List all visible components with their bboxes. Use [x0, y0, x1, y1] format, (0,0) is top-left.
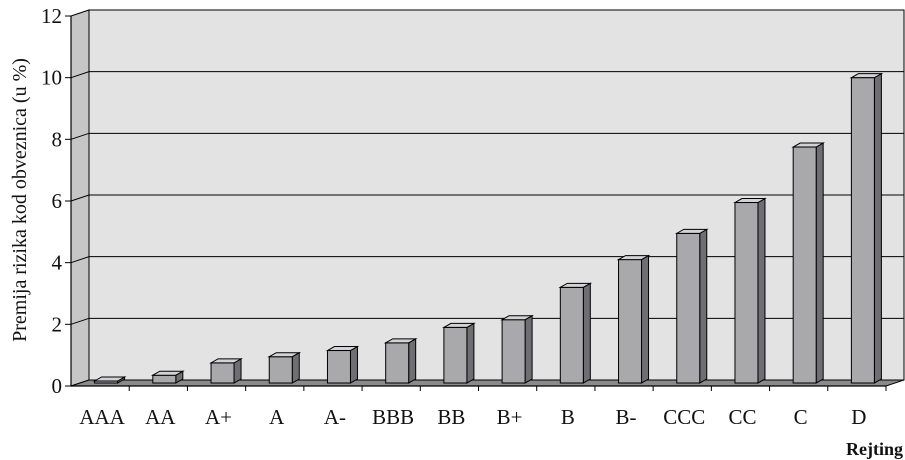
x-tick-label: CCC — [663, 405, 705, 429]
bar-side — [582, 282, 591, 384]
plot-walls — [70, 9, 905, 387]
bar-front — [326, 350, 351, 384]
bar-top — [674, 228, 709, 234]
bar-front — [618, 259, 643, 384]
y-tick-label: 6 — [52, 189, 63, 213]
x-tick-label: B+ — [497, 405, 523, 429]
bar-side — [699, 228, 708, 384]
x-tick-label: D — [851, 405, 866, 429]
gridline — [70, 194, 904, 202]
gridline — [70, 132, 904, 140]
bar-side — [757, 197, 766, 384]
bar — [558, 282, 593, 384]
bar-top — [267, 352, 302, 358]
bar-top — [733, 198, 767, 204]
bar-top — [849, 73, 884, 79]
x-tick-label: A+ — [205, 405, 232, 429]
y-tick-label: 4 — [52, 251, 63, 275]
axes — [65, 15, 887, 391]
y-tick-label: 0 — [52, 374, 63, 398]
bar-front — [792, 146, 817, 384]
bar-side — [524, 314, 533, 384]
bar-front — [676, 232, 701, 384]
bar — [383, 337, 418, 384]
bar — [442, 322, 476, 384]
bar-top — [325, 346, 360, 352]
x-tick-label: B — [561, 405, 575, 429]
bar-side — [815, 142, 824, 384]
x-tick-label: BB — [437, 405, 465, 429]
bar — [733, 197, 767, 384]
x-tick-labels: AAA AA A+ A A- BBB BB B+ B B- CCC CC C D — [79, 405, 866, 429]
bar-front — [734, 202, 759, 384]
bar-side — [349, 345, 358, 384]
bar-side — [291, 351, 300, 384]
bar-front — [152, 374, 177, 384]
y-tick-labels: 0 2 4 6 8 10 12 — [41, 4, 63, 398]
y-tick-label: 12 — [41, 4, 62, 28]
bar — [616, 254, 651, 384]
bar-top — [500, 315, 534, 321]
bar-top — [383, 338, 418, 344]
bar-side — [408, 337, 417, 384]
bar-top — [791, 142, 826, 148]
bar — [92, 376, 127, 384]
bar-side — [641, 254, 650, 384]
bar — [150, 370, 185, 384]
x-tick-label: A — [269, 405, 285, 429]
gridline — [70, 71, 904, 79]
bar — [500, 314, 534, 384]
bar-top — [92, 376, 127, 382]
bar — [325, 345, 360, 384]
bar-front — [385, 342, 410, 384]
bar — [267, 351, 302, 384]
y-tick-label: 10 — [41, 66, 62, 90]
bar — [849, 72, 884, 384]
bar-top — [442, 322, 476, 328]
y-tick-label: 2 — [52, 312, 63, 336]
bar — [209, 358, 243, 384]
y-axis-title: Premija rizika kod obveznica (u %) — [9, 58, 31, 342]
bars — [92, 72, 884, 384]
y-tick-label: 8 — [52, 127, 63, 151]
bar-front — [501, 319, 526, 384]
bar-front — [443, 326, 468, 384]
bar-top — [150, 370, 185, 376]
bar-top — [209, 358, 243, 364]
bar-top — [616, 255, 651, 261]
x-tick-label: C — [794, 405, 808, 429]
x-tick-label: BBB — [372, 405, 414, 429]
x-tick-label: A- — [324, 405, 346, 429]
bar-front — [850, 77, 875, 384]
x-tick-label: AAA — [79, 405, 125, 429]
x-tick-label: B- — [616, 405, 637, 429]
x-tick-label: CC — [728, 405, 756, 429]
bar — [791, 142, 826, 384]
bar-side — [466, 322, 475, 384]
bar-front — [559, 286, 584, 384]
bar-top — [558, 282, 593, 288]
bar-front — [210, 362, 235, 384]
x-tick-label: AA — [145, 405, 176, 429]
x-axis-title: Rejting — [846, 439, 903, 459]
floor — [70, 379, 905, 387]
bar — [674, 228, 709, 384]
bar-side — [873, 72, 882, 384]
bar-front — [268, 356, 293, 384]
